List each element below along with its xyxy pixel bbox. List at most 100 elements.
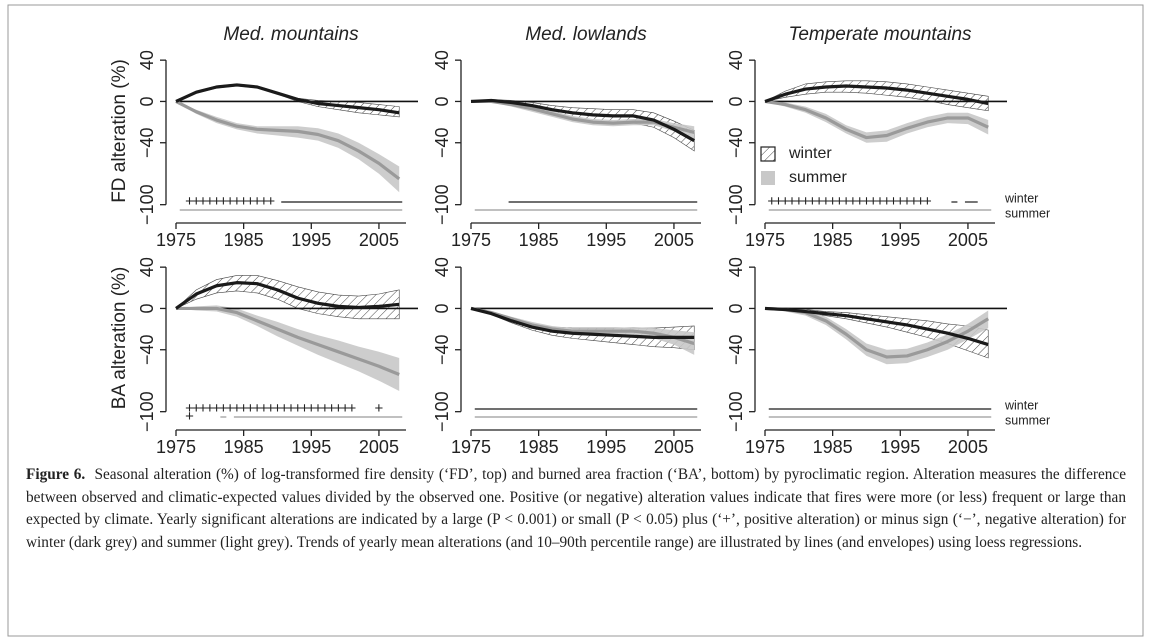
x-tick-label: 2005 — [359, 437, 399, 457]
plus-sign: + — [916, 193, 925, 210]
y-tick-label: 0 — [432, 96, 452, 106]
x-tick-label: 1995 — [586, 230, 626, 250]
trend-line — [175, 83, 400, 115]
y-tick-label: −100 — [432, 391, 452, 432]
plus-sign: + — [876, 193, 885, 210]
y-tick-label: 0 — [726, 96, 746, 106]
plus-sign: + — [327, 400, 336, 417]
y-tick-label: −40 — [432, 127, 452, 158]
plus-sign: + — [341, 400, 350, 417]
y-tick-label: 40 — [137, 50, 157, 70]
plus-sign: + — [808, 193, 817, 210]
caption-label: Figure 6. — [26, 466, 86, 483]
plus-sign: + — [774, 193, 783, 210]
y-tick-label: 0 — [137, 96, 157, 106]
plus-sign: + — [896, 193, 905, 210]
trend-line — [175, 281, 400, 310]
plus-sign: + — [253, 400, 262, 417]
plus-sign: + — [375, 400, 384, 417]
plus-sign: + — [767, 193, 776, 210]
plus-sign: + — [239, 400, 248, 417]
plus-sign: + — [219, 193, 228, 210]
plus-sign: + — [205, 400, 214, 417]
plus-sign: + — [205, 193, 214, 210]
plus-sign: + — [862, 193, 871, 210]
plus-sign: + — [869, 193, 878, 210]
plus-sign: + — [232, 400, 241, 417]
row-label: summer — [1005, 206, 1050, 220]
y-tick-label: 40 — [726, 257, 746, 277]
x-tick-label: 1985 — [519, 437, 559, 457]
x-tick-label: 1995 — [880, 437, 920, 457]
plus-sign: + — [821, 193, 830, 210]
plus-sign: + — [314, 400, 323, 417]
plus-sign: + — [192, 400, 201, 417]
plus-sign: + — [293, 400, 302, 417]
plus-sign: + — [855, 193, 864, 210]
plus-sign: + — [266, 400, 275, 417]
envelope — [765, 307, 989, 365]
x-tick-label: 1995 — [291, 230, 331, 250]
legend-key — [761, 171, 775, 185]
legend-label: summer — [789, 169, 847, 186]
plus-sign: + — [239, 193, 248, 210]
x-tick-label: 1985 — [813, 230, 853, 250]
plus-sign: + — [842, 193, 851, 210]
plus-sign: + — [192, 193, 201, 210]
trend-line — [470, 306, 695, 339]
x-tick-label: 1985 — [224, 230, 264, 250]
plus-sign: + — [828, 193, 837, 210]
envelope — [175, 275, 400, 320]
trend-line — [176, 306, 400, 376]
y-axis-label: FD alteration (%) — [109, 59, 130, 203]
y-tick-label: 0 — [432, 303, 452, 313]
panel-title: Temperate mountains — [788, 24, 972, 45]
x-tick-label: 2005 — [948, 230, 988, 250]
y-tick-label: 40 — [726, 50, 746, 70]
x-tick-label: 1995 — [291, 437, 331, 457]
y-tick-label: 40 — [137, 257, 157, 277]
x-tick-label: 2005 — [654, 230, 694, 250]
plus-sign: + — [320, 400, 329, 417]
plus-sign: + — [185, 193, 194, 210]
y-tick-label: −40 — [432, 334, 452, 365]
x-tick-label: 2005 — [654, 437, 694, 457]
plus-sign: + — [801, 193, 810, 210]
x-tick-label: 1975 — [156, 230, 196, 250]
envelope — [176, 101, 400, 193]
y-tick-label: −40 — [726, 127, 746, 158]
plus-sign: + — [185, 408, 194, 425]
x-tick-label: 1985 — [224, 437, 264, 457]
panel-title: Med. lowlands — [525, 24, 647, 45]
y-tick-label: −40 — [137, 127, 157, 158]
plus-sign: + — [246, 193, 255, 210]
x-tick-label: 2005 — [948, 437, 988, 457]
y-tick-label: 0 — [726, 303, 746, 313]
panel-title: Med. mountains — [223, 24, 359, 45]
row-label: winter — [1004, 191, 1038, 205]
plus-sign: + — [903, 193, 912, 210]
plus-sign: + — [199, 193, 208, 210]
x-tick-label: 1975 — [745, 230, 785, 250]
y-tick-label: −100 — [432, 184, 452, 225]
plus-sign: + — [273, 400, 282, 417]
x-tick-label: 1985 — [519, 230, 559, 250]
plus-sign: + — [849, 193, 858, 210]
plus-sign: + — [307, 400, 316, 417]
x-tick-label: 1995 — [880, 230, 920, 250]
plus-sign: + — [300, 400, 309, 417]
trend-line — [470, 306, 695, 346]
x-tick-label: 1975 — [451, 437, 491, 457]
y-tick-label: −100 — [726, 391, 746, 432]
y-tick-label: −100 — [726, 184, 746, 225]
caption-text: Seasonal alteration (%) of log-transform… — [26, 466, 1126, 551]
x-tick-label: 1995 — [586, 437, 626, 457]
plus-sign: + — [794, 193, 803, 210]
plus-sign: + — [287, 400, 296, 417]
y-axis-label: BA alteration (%) — [109, 267, 130, 410]
plus-sign: + — [199, 400, 208, 417]
x-tick-label: 2005 — [359, 230, 399, 250]
y-tick-label: −40 — [137, 334, 157, 365]
